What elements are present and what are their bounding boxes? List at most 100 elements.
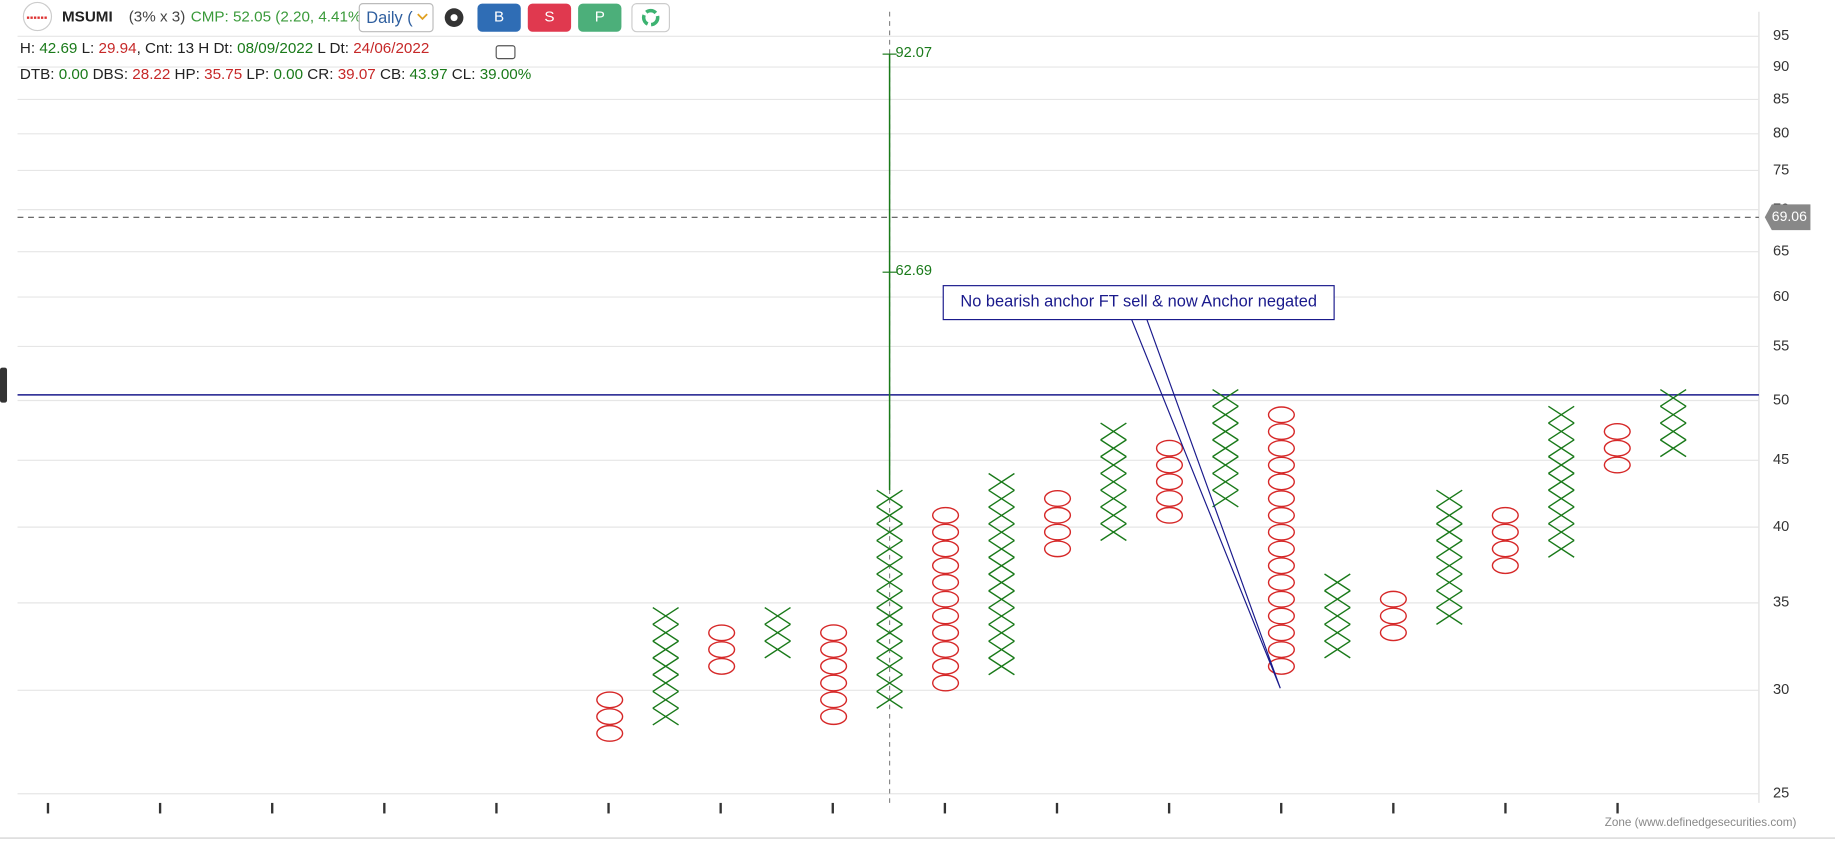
o-column [1491,506,1519,575]
y-tick-label: 90 [1773,59,1789,75]
x-symbol [876,539,903,558]
action-button[interactable] [527,3,572,32]
x-symbol [1436,539,1463,558]
x-symbol [876,556,903,575]
x-column [1659,388,1687,458]
x-symbol [988,539,1015,558]
x-symbol [1548,439,1575,458]
x-symbol [1436,573,1463,592]
indicator-button[interactable] [631,3,670,33]
x-symbol [988,573,1015,592]
x-symbol [1436,489,1463,508]
action-button[interactable] [578,3,622,32]
info-segment: 0.00 [273,66,303,83]
y-tick-label: 45 [1773,452,1789,468]
annotation: No bearish anchor FT sell & now Anchor n… [960,292,1317,310]
action-button-label: B [494,9,504,26]
x-symbol [876,690,903,709]
o-symbol [820,708,848,726]
y-tick-label: 65 [1773,244,1789,260]
info-segment: CL: [448,66,480,83]
x-symbol [1324,623,1351,642]
o-symbol [1379,590,1407,608]
o-symbol [1603,439,1631,457]
o-symbol [1043,523,1072,541]
x-symbol [876,607,903,625]
info-segment: CB: [376,66,410,83]
x-symbol [1436,523,1463,542]
symbol: MSUMI [62,9,113,26]
x-symbol [1659,388,1687,407]
x-symbol [1659,439,1687,458]
o-symbol [1267,406,1295,424]
x-symbol [876,657,903,676]
o-symbol [1155,473,1184,491]
o-symbol [708,624,736,642]
x-symbol [1212,489,1239,508]
o-symbol [708,641,736,659]
o-column [1603,422,1631,474]
o-symbol [1491,540,1519,558]
o-column [1043,490,1072,558]
x-symbol [1324,590,1351,609]
o-symbol [931,506,960,524]
info-segment: HP: [170,66,204,83]
x-symbol [1548,472,1575,491]
side-tab [0,367,8,403]
o-column [931,506,960,692]
x-symbol [764,623,791,642]
x-column [652,606,679,726]
action-button-label: P [595,9,605,26]
x-symbol [652,640,679,659]
o-symbol [596,724,624,742]
o-symbol [1155,506,1184,524]
o-column [820,624,848,726]
x-column [1324,573,1351,659]
x-symbol [652,674,679,693]
y-tick-label: 75 [1773,162,1789,178]
comment-icon[interactable] [495,45,516,60]
y-tick-label: 50 [1773,392,1789,408]
o-symbol [1267,607,1295,625]
o-symbol [1267,657,1295,675]
o-symbol [1267,557,1295,575]
x-column [764,606,791,659]
x-symbol [1212,439,1239,458]
y-tick-label: 40 [1773,519,1789,535]
o-symbol [1267,523,1295,541]
y-tick-label: 35 [1773,595,1789,611]
x-symbol [988,489,1015,508]
footer: Zone (www.definedgesecurities.com) [1605,816,1797,829]
y-tick-label: 85 [1773,91,1789,107]
action-button-label: S [544,9,554,26]
y-tick-label: 55 [1773,338,1789,354]
logo[interactable] [22,1,53,32]
settings-icon[interactable] [444,8,464,28]
x-symbol [652,606,679,625]
info-segment: L Dt: [313,40,353,57]
x-symbol [652,707,679,726]
action-button[interactable] [477,3,521,32]
o-symbol [931,624,960,642]
x-symbol [1100,456,1127,474]
x-symbol [1436,590,1463,609]
x-column [876,489,903,709]
x-symbol [1548,539,1575,558]
o-symbol [1379,624,1407,642]
o-symbol [820,640,848,658]
x-symbol [1548,405,1575,424]
x-symbol [1436,506,1463,525]
x-symbol [1659,405,1687,424]
info-segment: 29.94 [99,40,138,57]
target-label: 62.69 [895,263,932,279]
indicator-icon [641,8,660,27]
o-symbol [820,624,848,642]
x-symbol [652,657,679,676]
o-symbol [820,691,848,709]
interval-dropdown[interactable] [358,3,434,33]
info-line: H: 42.69 L: 29.94, Cnt: 13 H Dt: 08/09/2… [20,40,429,57]
y-tick-label: 30 [1773,682,1789,698]
y-tick-label: 95 [1773,28,1789,44]
